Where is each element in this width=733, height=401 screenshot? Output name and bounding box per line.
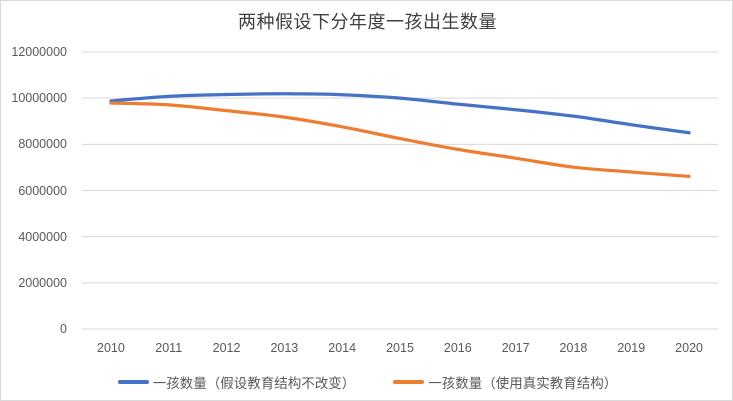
y-tick-label: 12000000 [11,45,67,59]
x-tick-label: 2012 [212,341,241,355]
orange-line-legend-marker-icon [393,380,425,384]
legend: 一孩数量（假设教育结构不改变） 一孩数量（使用真实教育结构） [1,372,732,392]
x-tick-label: 2018 [559,341,588,355]
legend-item-hypothesis-unchanged: 一孩数量（假设教育结构不改变） [117,372,356,392]
gridlines [82,51,718,330]
x-tick-label: 2016 [443,341,472,355]
y-tick-label: 2000000 [18,275,67,290]
blue-line-legend-marker-icon [117,380,149,384]
legend-label: 一孩数量（假设教育结构不改变） [152,376,356,391]
legend-label: 一孩数量（使用真实教育结构） [428,376,618,391]
x-tick-label: 2019 [617,341,646,355]
x-tick-label: 2013 [270,341,299,355]
x-tick-label: 2014 [328,341,357,355]
y-tick-label: 8000000 [18,137,67,152]
x-tick-label: 2010 [97,341,125,355]
x-tick-label: 2011 [155,341,183,355]
y-tick-label: 10000000 [11,91,67,106]
chart-title: 两种假设下分年度一孩出生数量 [238,12,497,32]
x-tick-label: 2015 [386,341,414,355]
y-tick-label: 6000000 [18,183,67,198]
legend-item-real-structure: 一孩数量（使用真实教育结构） [393,372,617,392]
series-line-0 [109,92,691,135]
y-tick-label: 4000000 [18,229,67,244]
series-line-1 [109,101,691,179]
y-tick-label: 0 [60,322,67,336]
x-tick-label: 2020 [675,341,703,355]
x-tick-label: 2017 [501,341,530,355]
series-lines [109,92,691,179]
